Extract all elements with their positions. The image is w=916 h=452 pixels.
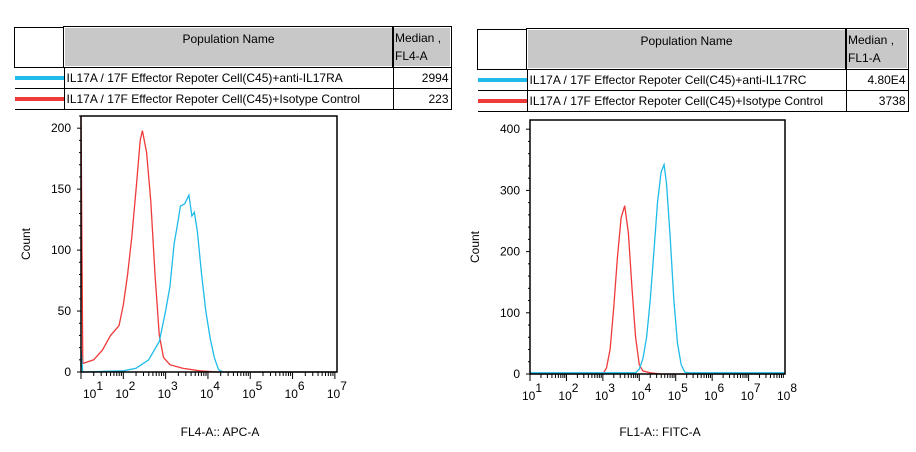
- x-axis-label: FL1-A:: FITC-A: [619, 425, 700, 439]
- population-table-fl4: Population Name Median , FL4-A IL17A / 17…: [14, 26, 452, 110]
- x-tick-label: 101: [83, 379, 103, 401]
- histogram-series-blue: [80, 193, 337, 373]
- x-tick-label: 108: [777, 381, 797, 403]
- y-tick-label: 200: [51, 121, 71, 135]
- x-tick-label: 104: [200, 379, 220, 401]
- y-tick-label: 300: [500, 183, 520, 197]
- population-table-fl1: Population Name Median , FL1-A IL17A / 17…: [477, 28, 909, 112]
- median-value: 3738: [845, 90, 909, 112]
- population-name-header: Population Name: [63, 26, 394, 68]
- swatch-header: [14, 26, 65, 68]
- y-tick-label: 0: [64, 365, 71, 379]
- y-axis-label: Count: [468, 230, 482, 263]
- x-tick-label: 105: [242, 379, 262, 401]
- median-value: 4.80E4: [845, 68, 909, 91]
- x-tick-label: 102: [115, 379, 135, 401]
- x-tick-label: 101: [522, 381, 542, 403]
- median-header-line1: Median ,: [395, 31, 442, 45]
- legend-swatch-blue: [477, 69, 527, 91]
- x-tick-label: 107: [741, 381, 761, 403]
- y-tick-label: 100: [51, 243, 71, 257]
- x-tick-label: 106: [285, 379, 305, 401]
- y-tick-label: 200: [500, 245, 520, 259]
- y-tick-label: 400: [500, 122, 520, 136]
- population-name-header: Population Name: [526, 28, 847, 70]
- legend-swatch-blue: [14, 67, 64, 89]
- median-value: 223: [392, 88, 452, 110]
- x-tick-label: 106: [704, 381, 724, 403]
- x-tick-label: 102: [558, 381, 578, 403]
- plot-frame: [529, 119, 786, 375]
- population-name: IL17A / 17F Effector Repoter Cell(C45)+a…: [63, 66, 394, 89]
- chart-2: 0 100 200 300 400 101 102 103 104 105 106 107 108 FL1…: [468, 119, 797, 439]
- histogram-series-red: [530, 205, 785, 375]
- y-tick-label: 100: [500, 306, 520, 320]
- median-header-line1: Median ,: [848, 33, 895, 47]
- x-tick-label: 104: [631, 381, 651, 403]
- histogram-series-red: [80, 115, 337, 373]
- legend-swatch-red: [14, 88, 64, 110]
- y-axis-label: Count: [19, 227, 33, 260]
- legend-swatch-red: [477, 90, 527, 112]
- swatch-header: [477, 28, 528, 70]
- x-axis-label: FL4-A:: APC-A: [181, 425, 260, 439]
- population-name: IL17A / 17F Effector Repoter Cell(C45)+a…: [526, 68, 847, 91]
- median-header-line2: FL4-A: [395, 49, 428, 63]
- histogram-series-blue: [530, 162, 785, 374]
- y-tick-label: 50: [58, 304, 72, 318]
- y-tick-label: 0: [513, 367, 520, 381]
- x-tick-label: 103: [595, 381, 615, 403]
- x-tick-label: 107: [327, 379, 347, 401]
- median-header: Median , FL1-A: [845, 28, 909, 70]
- median-header: Median , FL4-A: [392, 26, 452, 68]
- median-header-line2: FL1-A: [848, 51, 881, 65]
- x-tick-label: 103: [158, 379, 178, 401]
- population-name: IL17A / 17F Effector Repoter Cell(C45)+I…: [526, 90, 847, 112]
- median-value: 2994: [392, 66, 452, 89]
- x-tick-label: 105: [668, 381, 688, 403]
- plot-frame: [80, 115, 338, 373]
- y-tick-label: 150: [51, 182, 71, 196]
- population-name: IL17A / 17F Effector Repoter Cell(C45)+I…: [63, 88, 394, 110]
